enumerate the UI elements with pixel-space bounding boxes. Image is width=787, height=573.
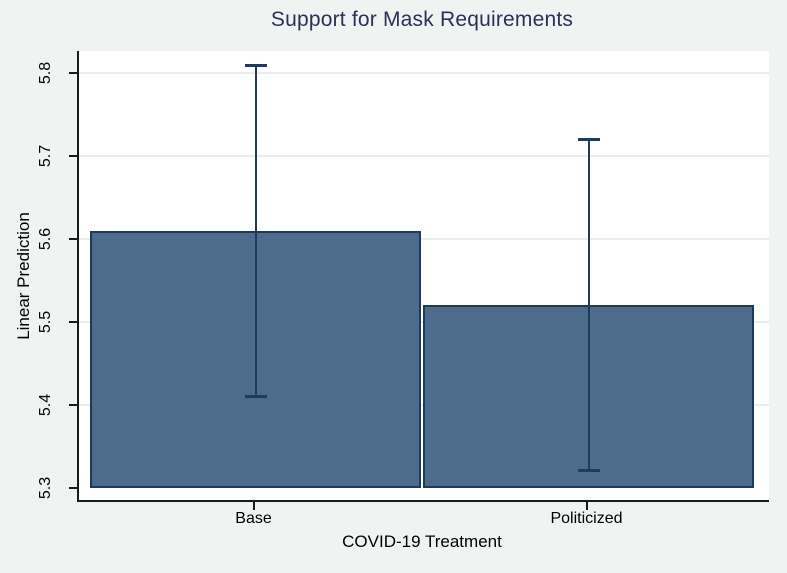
y-axis-title: Linear Prediction [14, 212, 33, 340]
x-axis-title: COVID-19 Treatment [342, 532, 502, 551]
error-bar-line [254, 64, 257, 397]
y-tick-label: 5.5 [37, 310, 54, 334]
x-tick-label-politicized: Politicized [550, 510, 623, 527]
y-tick-label: 5.7 [37, 144, 54, 168]
x-tick [585, 502, 588, 510]
x-tick [252, 502, 255, 510]
error-bar-cap-bottom [577, 469, 600, 473]
x-tick-label-base: Base [235, 510, 272, 527]
chart-title: Support for Mask Requirements [270, 8, 574, 31]
y-tick-label: 5.3 [37, 476, 54, 500]
y-tick [69, 155, 77, 157]
y-tick [69, 238, 77, 240]
y-tick [69, 321, 77, 323]
gridline [79, 72, 769, 74]
y-tick-label: 5.4 [37, 393, 54, 417]
y-tick-label: 5.6 [37, 227, 54, 251]
error-bar-cap-top [577, 138, 600, 142]
y-tick [69, 404, 77, 406]
gridline [79, 238, 769, 240]
y-tick [69, 72, 77, 74]
error-bar-cap-bottom [244, 394, 267, 398]
gridline [79, 155, 769, 157]
y-tick [69, 487, 77, 489]
error-bar-cap-top [244, 63, 267, 67]
y-tick-label: 5.8 [37, 61, 54, 85]
plot-area [77, 51, 769, 502]
error-bar-line [587, 139, 590, 472]
